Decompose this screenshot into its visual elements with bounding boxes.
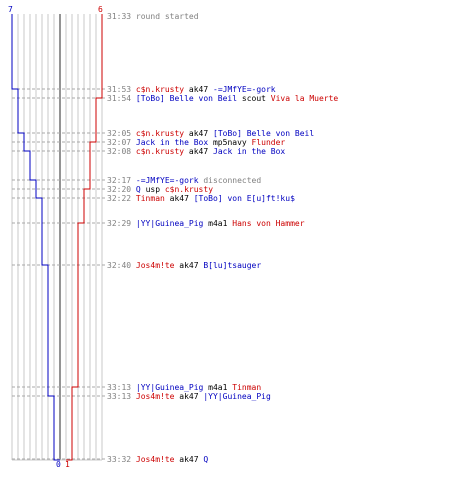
event-row: 33:13 Jos4m!te ak47 |YY|Guinea_Pig [107, 392, 271, 401]
event-text: ak47 [164, 194, 194, 203]
event-text: B[lu]tsauger [203, 261, 262, 270]
event-row: 32:05 c$n.krusty ak47 [ToBo] Belle von B… [107, 129, 314, 138]
event-text: [ToBo] von E[u]ft!ku$ [193, 194, 295, 203]
event-text: Tinman [135, 194, 165, 203]
event-text: [ToBo] Belle von Beil [135, 94, 238, 103]
event-time: 33:13 [107, 392, 132, 401]
event-row: 33:13 |YY|Guinea_Pig m4a1 Tinman [107, 383, 261, 392]
event-row: 31:33 round started [107, 12, 199, 21]
event-text: Jos4m!te [135, 261, 175, 270]
event-time: 33:32 [107, 455, 132, 464]
event-row: 32:08 c$n.krusty ak47 Jack in the Box [107, 147, 285, 156]
event-text: c$n.krusty [164, 185, 214, 194]
event-text: Q [135, 185, 141, 194]
event-text: c$n.krusty [135, 147, 185, 156]
event-time: 32:08 [107, 147, 132, 156]
end-count-red: 1 [65, 460, 70, 469]
event-row: 32:22 Tinman ak47 [ToBo] von E[u]ft!ku$ [107, 194, 295, 203]
event-text: m4a1 [203, 219, 233, 228]
event-text: Hans von Hammer [232, 219, 305, 228]
event-text: c$n.krusty [135, 85, 185, 94]
timeline-grid [11, 14, 103, 461]
event-row: 32:07 Jack in the Box mp5navy Flunder [107, 138, 285, 147]
event-text: scout [237, 94, 271, 103]
event-time: 32:40 [107, 261, 132, 270]
event-text: Tinman [232, 383, 262, 392]
event-text: ak47 [174, 455, 204, 464]
event-text: |YY|Guinea_Pig [203, 392, 271, 401]
event-row: 31:53 c$n.krusty ak47 -=JMfYE=-gork [107, 85, 276, 94]
event-time: 32:17 [107, 176, 132, 185]
event-text: m4a1 [203, 383, 233, 392]
event-time: 32:07 [107, 138, 132, 147]
event-text: usp [140, 185, 165, 194]
event-text: Flunder [251, 138, 286, 147]
event-row: 32:29 |YY|Guinea_Pig m4a1 Hans von Hamme… [107, 219, 305, 228]
event-text: Jack in the Box [213, 147, 286, 156]
event-time: 32:29 [107, 219, 132, 228]
event-text: Jack in the Box [135, 138, 209, 147]
event-time: 32:22 [107, 194, 132, 203]
event-text: Q [203, 455, 209, 464]
event-text: Jos4m!te [135, 392, 175, 401]
event-text: ak47 [184, 129, 213, 138]
start-count-red: 6 [98, 5, 103, 14]
event-text: [ToBo] Belle von Beil [213, 129, 315, 138]
event-text: disconnected [198, 176, 262, 185]
event-text: mp5navy [208, 138, 252, 147]
event-row: 32:20 Q usp c$n.krusty [107, 185, 213, 194]
event-text: c$n.krusty [135, 129, 185, 138]
event-text: round started [135, 12, 199, 21]
event-time: 32:20 [107, 185, 132, 194]
event-text: Viva la Muerte [270, 94, 339, 103]
event-text: -=JMfYE=-gork [213, 85, 276, 94]
event-time: 31:54 [107, 94, 132, 103]
event-row: 32:40 Jos4m!te ak47 B[lu]tsauger [107, 261, 261, 270]
event-time: 31:33 [107, 12, 132, 21]
event-text: -=JMfYE=-gork [135, 176, 199, 185]
blue-team-alive-line [11, 14, 60, 461]
event-connectors [12, 88, 105, 460]
start-count-blue: 7 [8, 5, 13, 14]
event-text: |YY|Guinea_Pig [135, 219, 204, 228]
event-text: |YY|Guinea_Pig [135, 383, 204, 392]
event-text: ak47 [184, 85, 213, 94]
event-time: 32:05 [107, 129, 132, 138]
end-count-blue: 0 [56, 460, 61, 469]
event-row: 31:54 [ToBo] Belle von Beil scout Viva l… [107, 94, 338, 103]
event-text: ak47 [174, 392, 204, 401]
event-row: 32:17 -=JMfYE=-gork disconnected [107, 176, 261, 185]
event-text: Jos4m!te [135, 455, 175, 464]
event-time: 33:13 [107, 383, 132, 392]
red-team-alive-line [66, 14, 103, 461]
event-text: ak47 [184, 147, 213, 156]
event-time: 31:53 [107, 85, 132, 94]
event-text: ak47 [174, 261, 204, 270]
event-row: 33:32 Jos4m!te ak47 Q [107, 455, 208, 464]
